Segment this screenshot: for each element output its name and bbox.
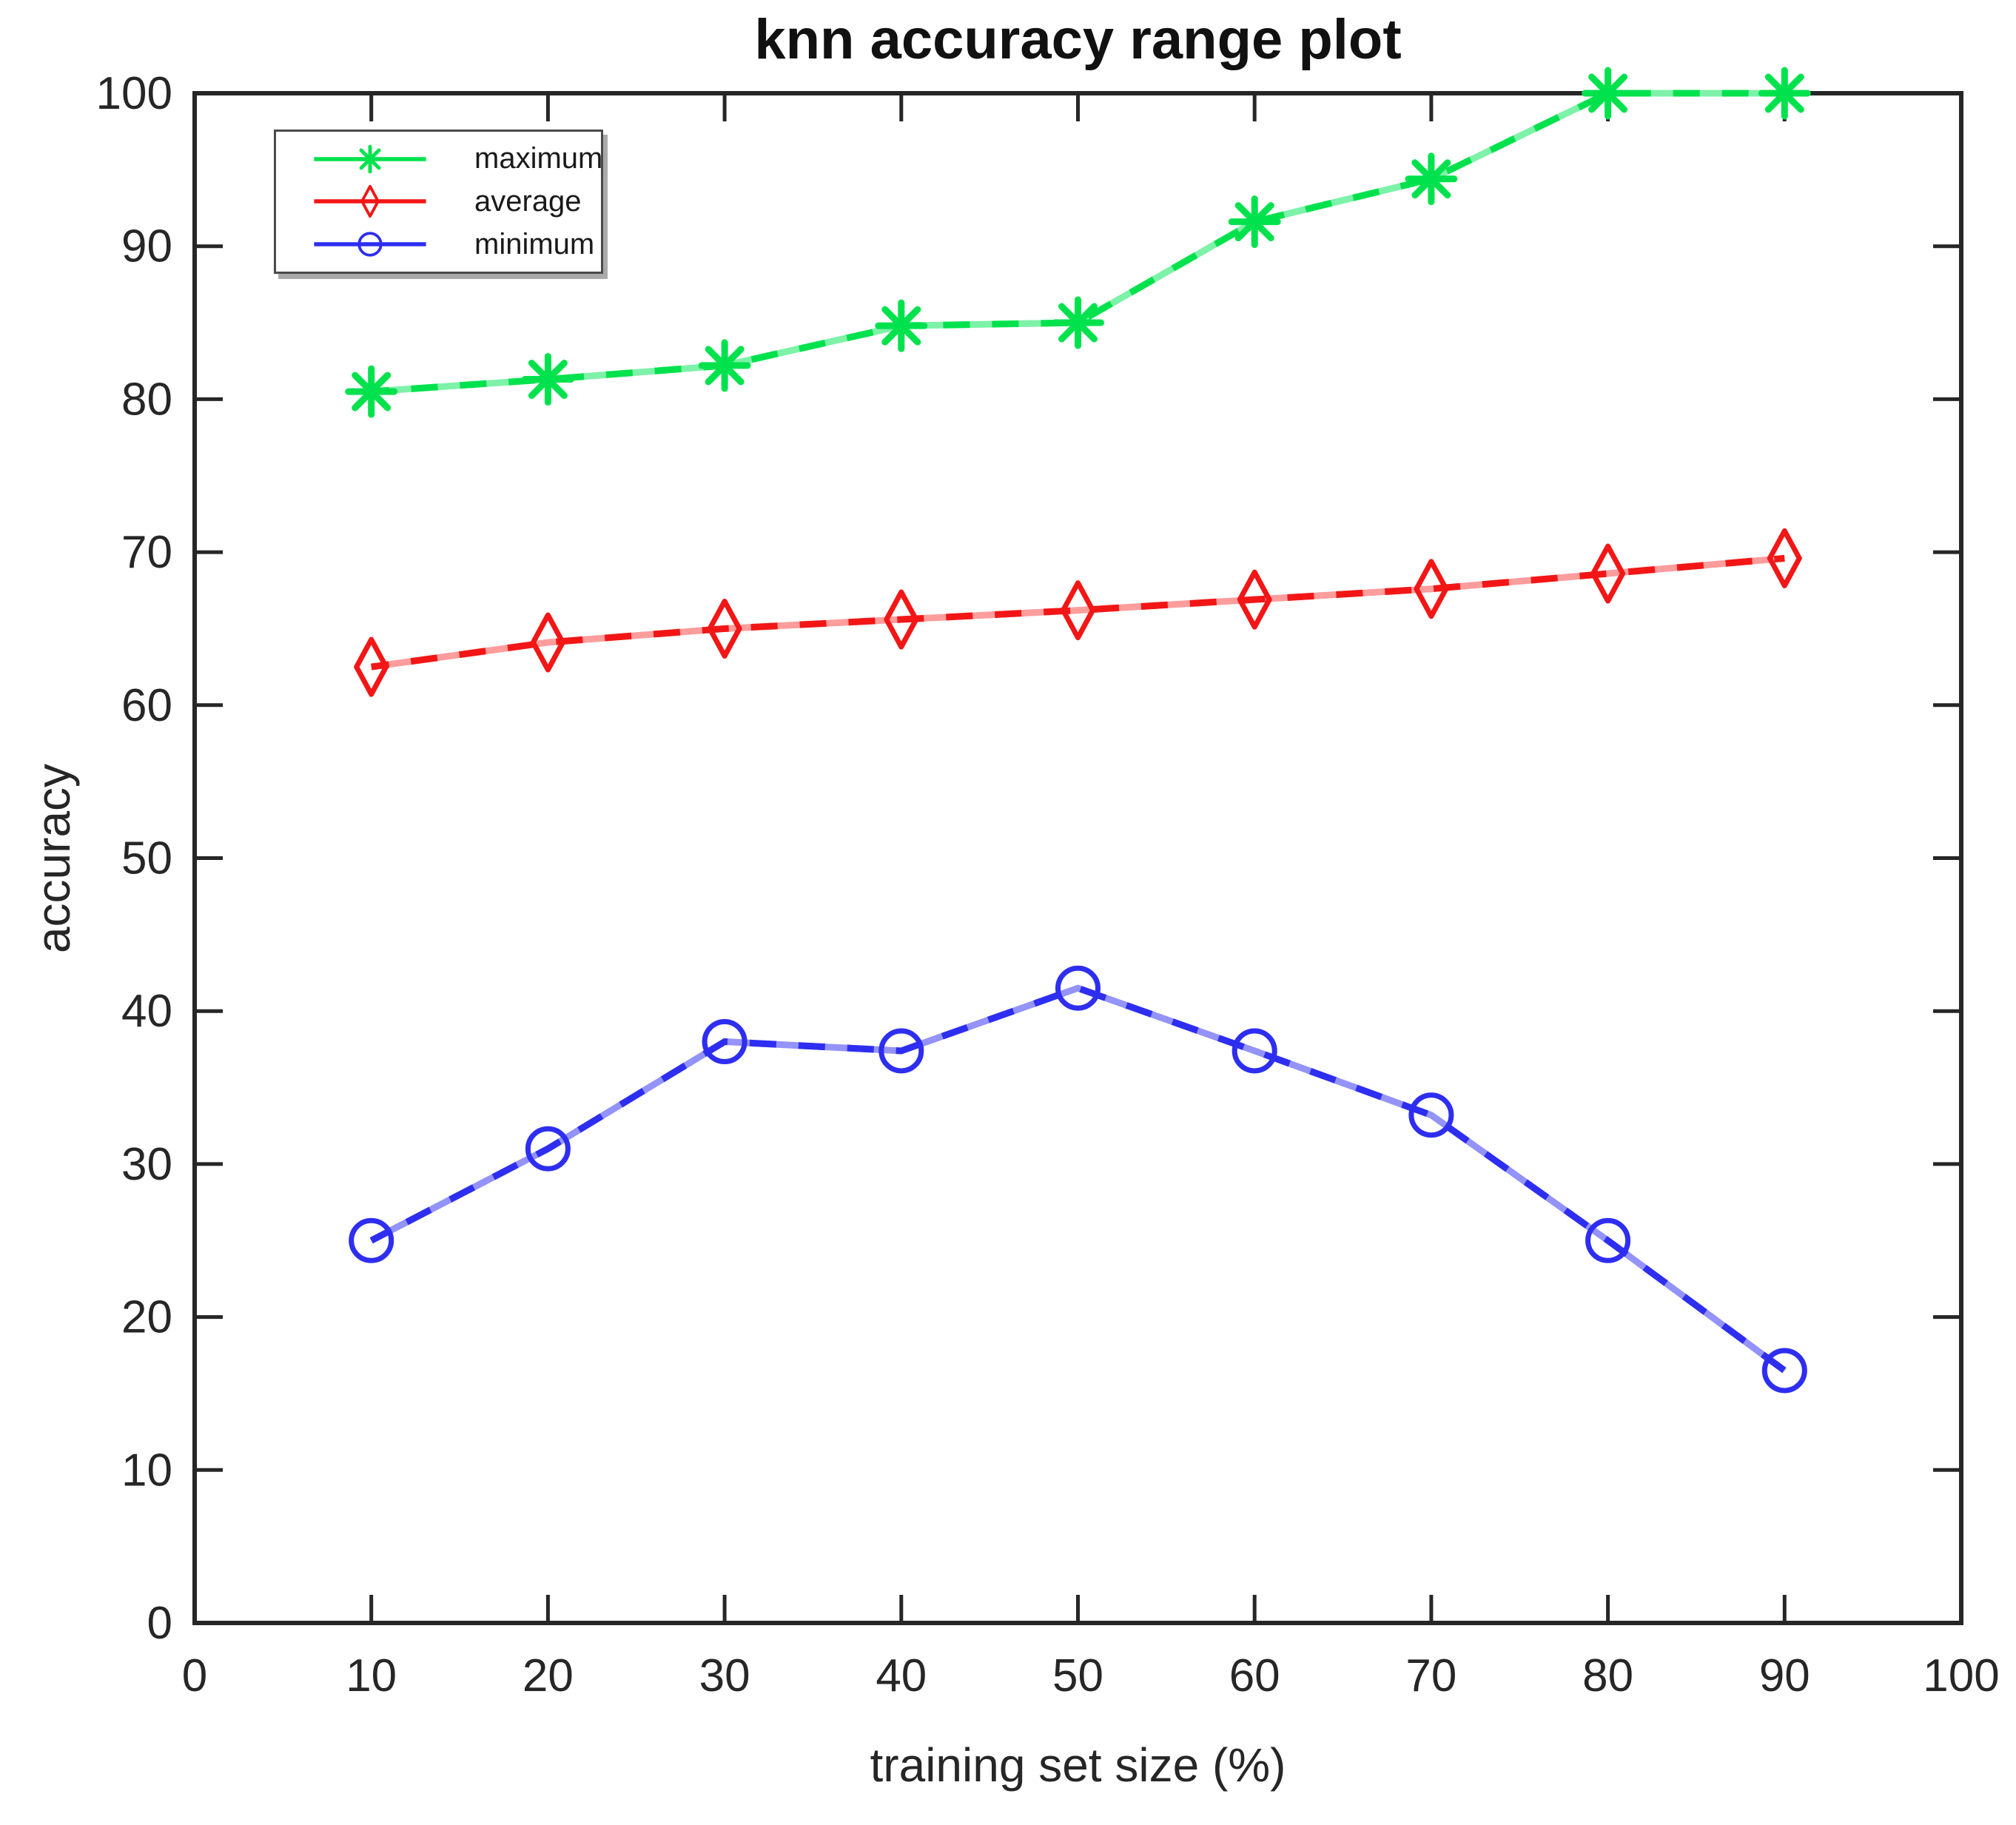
diamond-marker (1237, 569, 1272, 630)
x-tick-label: 20 (523, 1650, 574, 1701)
circle-marker (1055, 965, 1101, 1011)
y-tick-label: 10 (121, 1445, 172, 1496)
asterisk-marker (345, 365, 398, 418)
circle-marker (349, 1217, 394, 1263)
x-tick-label: 50 (1052, 1650, 1103, 1701)
x-tick-label: 60 (1229, 1650, 1280, 1701)
legend: maximum average minimum (274, 130, 603, 274)
asterisk-marker (521, 353, 574, 406)
diamond-marker (360, 185, 380, 218)
asterisk-marker (1405, 152, 1458, 206)
y-tick-label: 40 (121, 986, 172, 1037)
legend-item-minimum: minimum (285, 223, 595, 265)
x-tick-label: 10 (346, 1650, 397, 1701)
y-tick-label: 30 (121, 1139, 172, 1190)
x-axis-label: training set size (%) (870, 1738, 1286, 1792)
legend-label-maximum: maximum (474, 142, 603, 175)
y-tick-label: 70 (121, 527, 172, 578)
series-maximum (345, 67, 1811, 418)
diamond-marker (884, 589, 919, 650)
series-minimum (349, 965, 1807, 1394)
asterisk-marker (875, 299, 928, 352)
circle-marker (1585, 1217, 1631, 1263)
circle-marker (1232, 1028, 1277, 1074)
x-tick-label: 30 (699, 1650, 750, 1701)
asterisk-marker (1582, 67, 1635, 120)
y-tick-label: 60 (121, 680, 172, 731)
asterisk-marker (1052, 296, 1104, 349)
circle-marker (1408, 1092, 1454, 1138)
x-tick-label: 90 (1759, 1650, 1810, 1701)
legend-swatch-average-line-diamond-icon (314, 185, 426, 218)
diamond-marker (1061, 580, 1095, 641)
circle-marker (525, 1126, 571, 1172)
chart-title: knn accuracy range plot (754, 8, 1402, 71)
asterisk-marker (355, 144, 385, 174)
circle-marker (878, 1028, 924, 1074)
y-tick-label: 80 (121, 374, 172, 425)
y-axis-label: accuracy (27, 763, 80, 954)
circle-marker (1761, 1348, 1807, 1394)
asterisk-marker (698, 339, 751, 392)
legend-swatch-maximum-line-asterisk-icon (314, 144, 426, 174)
diamond-marker (1414, 559, 1449, 619)
x-tick-label: 40 (876, 1650, 927, 1701)
diamond-marker (1590, 543, 1626, 604)
series-line-dash (371, 554, 1785, 670)
y-tick-label: 50 (121, 833, 172, 884)
series-line-dash (371, 90, 1785, 395)
legend-label-average: average (474, 184, 582, 218)
diamond-marker (707, 598, 742, 659)
circle-marker (357, 232, 383, 257)
diamond-marker (530, 612, 565, 673)
diamond-marker (1767, 528, 1802, 588)
legend-swatch-minimum-line-circle-icon (314, 232, 426, 257)
x-tick-label: 100 (1923, 1650, 1999, 1701)
x-tick-label: 0 (182, 1650, 207, 1701)
diamond-marker (354, 636, 389, 697)
series-line-base (371, 554, 1785, 670)
asterisk-marker (1228, 195, 1281, 249)
series-line-base (369, 984, 1787, 1374)
circle-marker (702, 1019, 747, 1065)
x-tick-label: 80 (1582, 1650, 1633, 1701)
y-tick-label: 20 (121, 1292, 172, 1343)
legend-label-minimum: minimum (474, 227, 595, 261)
x-tick-label: 70 (1405, 1650, 1456, 1701)
series-line-dash (369, 984, 1787, 1374)
legend-item-average: average (285, 181, 592, 222)
legend-item-maximum: maximum (285, 138, 602, 180)
y-tick-label: 0 (147, 1598, 172, 1649)
y-tick-label: 90 (121, 221, 172, 272)
asterisk-marker (1758, 67, 1811, 120)
y-tick-label: 100 (96, 68, 172, 119)
series-average (354, 528, 1802, 697)
